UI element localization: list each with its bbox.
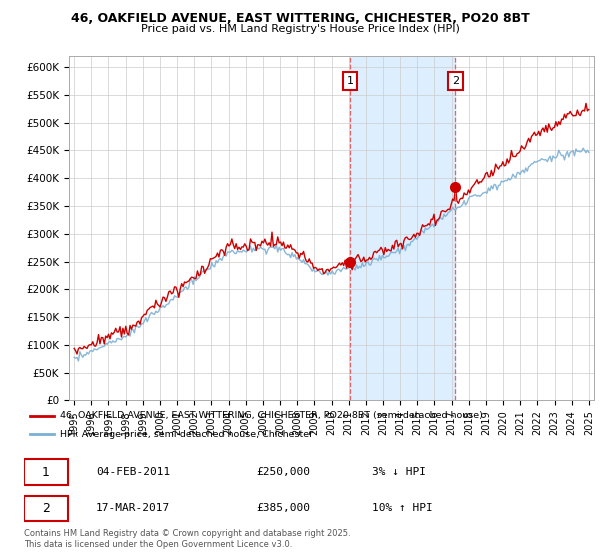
- Text: HPI: Average price, semi-detached house, Chichester: HPI: Average price, semi-detached house,…: [60, 430, 313, 439]
- Text: £385,000: £385,000: [256, 503, 310, 514]
- Text: Price paid vs. HM Land Registry's House Price Index (HPI): Price paid vs. HM Land Registry's House …: [140, 24, 460, 34]
- Text: 1: 1: [347, 76, 353, 86]
- Text: 04-FEB-2011: 04-FEB-2011: [96, 467, 170, 477]
- FancyBboxPatch shape: [24, 459, 68, 485]
- Text: Contains HM Land Registry data © Crown copyright and database right 2025.
This d: Contains HM Land Registry data © Crown c…: [24, 529, 350, 549]
- Text: 10% ↑ HPI: 10% ↑ HPI: [372, 503, 433, 514]
- Text: 17-MAR-2017: 17-MAR-2017: [96, 503, 170, 514]
- Text: 3% ↓ HPI: 3% ↓ HPI: [372, 467, 426, 477]
- Text: £250,000: £250,000: [256, 467, 310, 477]
- Text: 2: 2: [42, 502, 50, 515]
- Text: 46, OAKFIELD AVENUE, EAST WITTERING, CHICHESTER, PO20 8BT: 46, OAKFIELD AVENUE, EAST WITTERING, CHI…: [71, 12, 529, 25]
- FancyBboxPatch shape: [24, 496, 68, 521]
- Text: 2: 2: [452, 76, 459, 86]
- Text: 1: 1: [42, 465, 50, 479]
- Text: 46, OAKFIELD AVENUE, EAST WITTERING, CHICHESTER, PO20 8BT (semi-detached house): 46, OAKFIELD AVENUE, EAST WITTERING, CHI…: [60, 411, 483, 420]
- Bar: [350, 56, 455, 400]
